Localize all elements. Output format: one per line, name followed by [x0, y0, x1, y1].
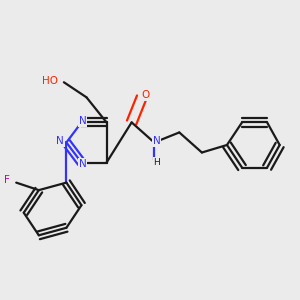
- Text: N: N: [153, 136, 160, 146]
- Text: F: F: [4, 175, 10, 185]
- Text: N: N: [56, 136, 64, 146]
- Text: H: H: [153, 158, 160, 167]
- Text: N: N: [79, 116, 87, 126]
- Text: N: N: [79, 159, 87, 169]
- Text: HO: HO: [42, 76, 58, 86]
- Text: O: O: [141, 90, 150, 100]
